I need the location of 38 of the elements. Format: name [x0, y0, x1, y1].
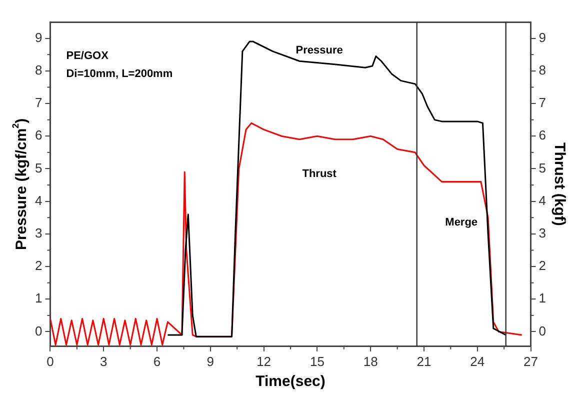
x-tick-label: 6 — [153, 354, 161, 369]
x-tick-label: 3 — [100, 354, 108, 369]
y2-tick-label: 1 — [538, 290, 546, 306]
annotation: Merge — [445, 216, 478, 229]
y-tick-label: 2 — [34, 258, 42, 274]
series-label: Pressure — [296, 44, 343, 56]
x-tick-label: 12 — [256, 354, 272, 369]
x-tick-label: 9 — [206, 354, 214, 369]
y-tick-label: 7 — [34, 95, 42, 110]
annotation: PE/GOX — [66, 50, 110, 62]
y2-tick-label: 2 — [538, 258, 546, 274]
x-tick-label: 24 — [470, 354, 485, 369]
text: Thrust — [302, 168, 337, 180]
y-tick-label: 8 — [34, 62, 42, 78]
y2-tick-label: 9 — [538, 30, 546, 45]
y-tick-label: 6 — [34, 128, 42, 143]
y2-tick-label: 6 — [538, 128, 546, 143]
y2-axis-title: Thrust (kgf) — [550, 142, 568, 226]
y-tick-label: 5 — [34, 160, 42, 176]
x-tick-label: 15 — [310, 354, 324, 369]
y2-tick-label: 4 — [538, 192, 546, 208]
y-tick-label: 4 — [34, 192, 42, 208]
y-tick-label: 3 — [34, 226, 42, 240]
y2-tick-label: 3 — [538, 226, 546, 240]
y-axis-title: Pressure (kgf/cm2) — [10, 118, 30, 250]
x-tick-label: 0 — [46, 354, 54, 369]
x-tick-label: 27 — [524, 354, 538, 369]
x-axis-title: Time(sec) — [256, 373, 326, 390]
y-tick-label: 1 — [34, 290, 42, 306]
x-tick-label: 21 — [416, 354, 432, 369]
y-tick-label: 9 — [34, 30, 42, 45]
annotation: Di=10mm, L=200mm — [66, 68, 173, 80]
y2-tick-label: 5 — [538, 160, 546, 176]
y-tick-label: 0 — [34, 323, 42, 338]
y2-tick-label: 7 — [538, 95, 546, 110]
x-tick-label: 18 — [363, 354, 378, 369]
y2-tick-label: 0 — [538, 323, 546, 338]
y2-tick-label: 8 — [538, 62, 546, 78]
